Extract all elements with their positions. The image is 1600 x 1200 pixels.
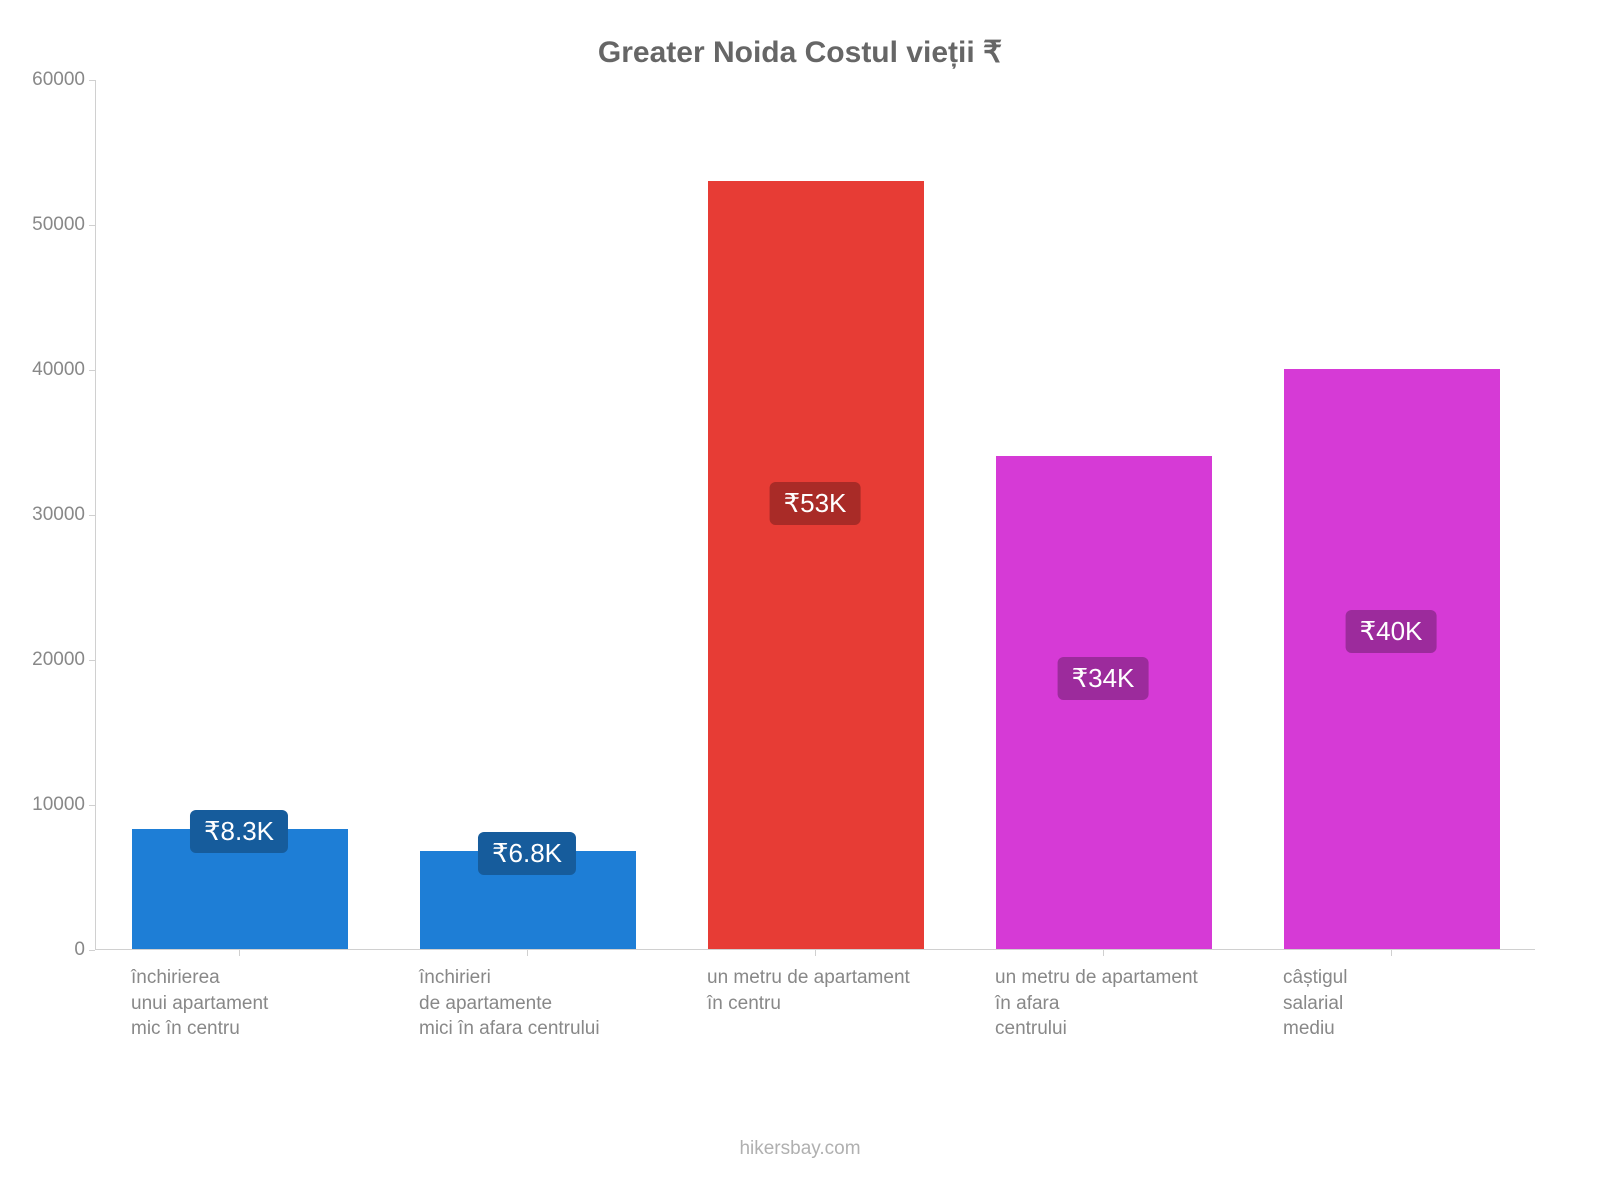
value-badge: ₹40K xyxy=(1346,610,1437,653)
bar xyxy=(996,456,1212,949)
y-tick-mark xyxy=(89,805,95,806)
value-badge: ₹8.3K xyxy=(190,810,288,853)
y-tick-mark xyxy=(89,80,95,81)
x-tick-mark xyxy=(527,950,528,956)
y-tick-mark xyxy=(89,660,95,661)
y-tick-label: 0 xyxy=(0,939,85,961)
x-tick-mark xyxy=(1391,950,1392,956)
bar xyxy=(1284,369,1500,949)
y-tick-label: 10000 xyxy=(0,794,85,816)
y-tick-label: 30000 xyxy=(0,504,85,526)
category-label: câștigul salarial mediu xyxy=(1283,965,1513,1042)
y-tick-label: 40000 xyxy=(0,359,85,381)
category-label: închirieri de apartamente mici în afara … xyxy=(419,965,649,1042)
chart-attribution: hikersbay.com xyxy=(0,1138,1600,1160)
category-label: un metru de apartament în centru xyxy=(707,965,937,1016)
y-tick-label: 20000 xyxy=(0,649,85,671)
value-badge: ₹53K xyxy=(770,482,861,525)
x-tick-mark xyxy=(815,950,816,956)
y-tick-mark xyxy=(89,950,95,951)
x-tick-mark xyxy=(1103,950,1104,956)
category-label: un metru de apartament în afara centrulu… xyxy=(995,965,1225,1042)
y-tick-mark xyxy=(89,225,95,226)
chart-title: Greater Noida Costul vieții ₹ xyxy=(0,35,1600,70)
value-badge: ₹6.8K xyxy=(478,832,576,875)
y-tick-mark xyxy=(89,370,95,371)
y-tick-label: 50000 xyxy=(0,214,85,236)
cost-of-living-chart: Greater Noida Costul vieții ₹ hikersbay.… xyxy=(0,0,1600,1200)
y-tick-mark xyxy=(89,515,95,516)
x-tick-mark xyxy=(239,950,240,956)
value-badge: ₹34K xyxy=(1058,657,1149,700)
bar xyxy=(708,181,924,950)
category-label: închirierea unui apartament mic în centr… xyxy=(131,965,361,1042)
y-tick-label: 60000 xyxy=(0,69,85,91)
